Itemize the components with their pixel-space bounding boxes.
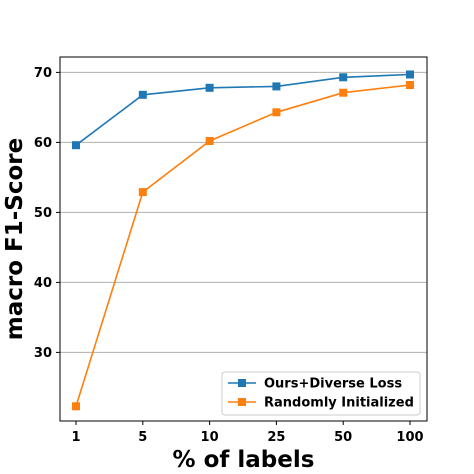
y-tick-label: 30: [34, 346, 52, 361]
y-tick-label: 70: [34, 66, 52, 81]
x-tick-label: 10: [201, 430, 219, 445]
data-point: [339, 88, 348, 97]
series-1: [72, 70, 414, 150]
x-axis-title: % of labels: [173, 447, 315, 473]
gridlines: [60, 71, 427, 353]
legend-label: Ours+Diverse Loss: [264, 377, 402, 392]
y-tick-label: 50: [34, 206, 52, 221]
legend-item: Ours+Diverse Loss: [228, 377, 402, 392]
legend-marker: [238, 379, 246, 387]
x-tick-label: 50: [334, 430, 352, 445]
data-point: [339, 73, 348, 82]
x-tick-label: 25: [267, 430, 285, 445]
y-tick-label: 60: [34, 136, 52, 151]
data-point: [72, 141, 80, 150]
legend-box: [221, 371, 421, 416]
legend-marker: [238, 398, 246, 406]
data-point: [272, 82, 281, 91]
legend: Ours+Diverse Loss Randomly Initialized: [221, 371, 421, 416]
data-point: [205, 137, 214, 145]
series-line: [75, 84, 411, 407]
data-point: [138, 188, 147, 197]
y-axis-title: macro F1-Score: [2, 138, 28, 340]
data-point: [138, 90, 147, 99]
x-tick-label: 1: [71, 430, 80, 445]
ticks-layer: 30 40 50 60 70 1 5 10 25 50 100: [34, 66, 424, 445]
legend-items: Ours+Diverse Loss Randomly Initialized: [228, 377, 414, 411]
data-point: [406, 70, 414, 79]
y-tick-label: 40: [34, 276, 52, 291]
data-point: [272, 108, 281, 117]
data-point: [72, 402, 80, 411]
series-line: [75, 73, 411, 146]
series-layer: [72, 70, 414, 411]
data-point: [406, 81, 414, 89]
legend-item: Randomly Initialized: [228, 396, 414, 411]
legend-label: Randomly Initialized: [264, 396, 414, 411]
series-2: [72, 81, 414, 411]
x-tick-label: 5: [138, 430, 147, 445]
plot-frame: [59, 56, 428, 422]
data-point: [205, 83, 214, 92]
x-tick-label: 100: [396, 430, 423, 445]
